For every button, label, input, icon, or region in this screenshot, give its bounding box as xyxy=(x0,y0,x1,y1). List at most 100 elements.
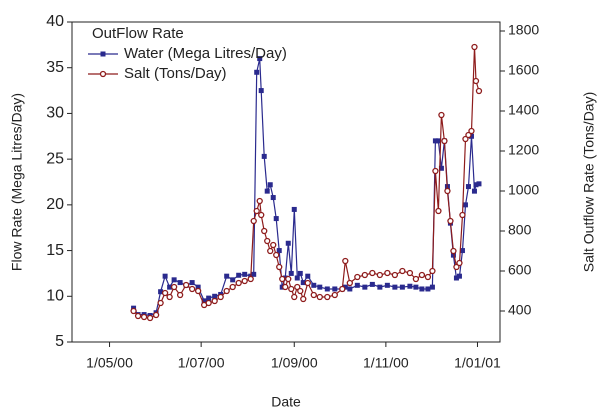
marker xyxy=(297,287,304,295)
x-tick-label: 1/01/01 xyxy=(454,355,501,371)
x-axis-label: Date xyxy=(271,394,301,410)
marker xyxy=(171,277,177,283)
marker xyxy=(413,284,419,290)
marker xyxy=(376,271,384,279)
marker xyxy=(236,272,242,278)
marker xyxy=(257,56,263,62)
marker xyxy=(273,251,280,259)
marker xyxy=(305,273,311,279)
marker xyxy=(435,207,442,215)
marker xyxy=(399,267,406,275)
marker xyxy=(342,284,348,290)
marker xyxy=(258,88,264,94)
y2-tick-label: 1600 xyxy=(508,62,539,78)
marker xyxy=(429,267,436,275)
marker xyxy=(264,237,271,245)
marker xyxy=(230,277,236,283)
marker xyxy=(157,299,164,307)
legend-title: OutFlow Rate xyxy=(92,25,184,42)
marker xyxy=(288,285,295,293)
marker xyxy=(254,69,260,75)
marker xyxy=(195,284,201,290)
marker xyxy=(432,138,438,144)
marker xyxy=(261,153,267,159)
marker xyxy=(425,286,431,292)
y2-tick-label: 800 xyxy=(508,222,532,238)
marker xyxy=(473,182,479,188)
marker xyxy=(450,252,456,258)
x-tick-label: 1/11/00 xyxy=(363,355,409,371)
y-tick-label: 5 xyxy=(55,333,64,350)
marker xyxy=(152,311,160,319)
y2-tick-label: 1000 xyxy=(508,182,539,198)
marker xyxy=(211,297,218,305)
marker xyxy=(453,275,459,281)
marker xyxy=(158,289,164,295)
marker xyxy=(140,313,148,321)
marker xyxy=(384,282,390,288)
marker xyxy=(362,284,368,290)
marker xyxy=(407,283,413,289)
marker xyxy=(324,286,330,292)
marker xyxy=(317,284,323,290)
marker xyxy=(471,43,478,51)
marker xyxy=(273,216,279,222)
marker xyxy=(294,275,300,281)
marker xyxy=(418,271,426,279)
marker xyxy=(412,275,420,283)
marker xyxy=(256,197,263,205)
marker xyxy=(399,284,405,290)
marker xyxy=(217,293,224,301)
marker xyxy=(166,293,173,301)
marker xyxy=(391,271,399,279)
marker xyxy=(419,286,425,292)
marker xyxy=(130,307,137,315)
marker xyxy=(282,283,289,291)
marker xyxy=(261,227,268,235)
marker xyxy=(377,284,383,290)
legend-marker xyxy=(99,70,107,78)
marker xyxy=(331,291,338,299)
marker xyxy=(339,285,346,293)
marker xyxy=(332,286,338,292)
marker xyxy=(270,195,276,201)
marker xyxy=(206,295,212,301)
marker xyxy=(456,273,462,279)
marker xyxy=(167,284,173,290)
y-axis-label: Flow Rate (Mega Litres/Day) xyxy=(9,93,25,271)
marker xyxy=(384,269,391,277)
marker xyxy=(450,247,457,255)
legend-label: Salt (Tons/Day) xyxy=(124,65,227,82)
y-tick-label: 25 xyxy=(46,150,64,167)
marker xyxy=(472,77,480,85)
y-tick-label: 40 xyxy=(46,13,64,30)
marker xyxy=(392,284,398,290)
marker xyxy=(285,275,292,283)
marker xyxy=(459,211,466,219)
y2-tick-label: 600 xyxy=(508,262,532,278)
marker xyxy=(134,312,142,320)
marker xyxy=(456,259,463,267)
y-tick-label: 20 xyxy=(46,196,64,213)
marker xyxy=(453,263,460,271)
x-tick-label: 1/07/00 xyxy=(178,355,225,371)
marker xyxy=(267,182,273,188)
marker xyxy=(276,263,283,271)
marker xyxy=(161,289,169,297)
marker xyxy=(471,188,477,194)
marker xyxy=(354,273,361,281)
marker xyxy=(465,184,471,190)
marker xyxy=(282,275,288,281)
marker xyxy=(441,137,448,145)
marker xyxy=(354,282,360,288)
marker xyxy=(459,248,465,254)
marker xyxy=(369,269,376,277)
marker xyxy=(279,275,286,283)
marker xyxy=(189,280,195,286)
marker xyxy=(291,293,298,301)
marker xyxy=(429,284,435,290)
marker xyxy=(291,206,297,212)
marker xyxy=(300,280,306,286)
y2-tick-label: 1800 xyxy=(508,22,539,38)
